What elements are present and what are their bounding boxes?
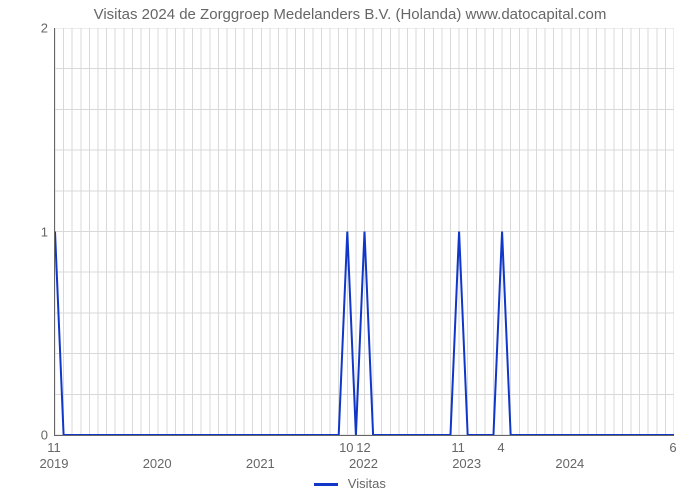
plot-svg xyxy=(55,28,674,435)
x-month-label: 11 xyxy=(47,440,61,455)
x-year-label: 2019 xyxy=(40,456,69,471)
chart-container: Visitas 2024 de Zorggroep Medelanders B.… xyxy=(0,0,700,500)
x-month-label: 10 xyxy=(339,440,353,455)
x-year-label: 2024 xyxy=(555,456,584,471)
chart-title: Visitas 2024 de Zorggroep Medelanders B.… xyxy=(0,6,700,23)
x-month-label: 11 xyxy=(451,440,465,455)
x-month-label: 12 xyxy=(356,440,370,455)
x-month-label: 4 xyxy=(497,440,504,455)
y-tick-label: 1 xyxy=(41,224,48,239)
x-year-label: 2021 xyxy=(246,456,275,471)
x-year-label: 2023 xyxy=(452,456,481,471)
x-year-label: 2022 xyxy=(349,456,378,471)
legend-swatch xyxy=(314,483,338,486)
plot-area xyxy=(54,28,674,436)
x-year-label: 2020 xyxy=(143,456,172,471)
legend: Visitas xyxy=(0,476,700,491)
y-tick-label: 2 xyxy=(41,21,48,36)
x-month-label: 6 xyxy=(669,440,676,455)
legend-label: Visitas xyxy=(348,476,386,491)
